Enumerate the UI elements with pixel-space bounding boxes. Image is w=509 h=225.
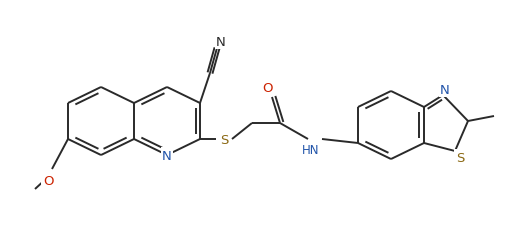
Text: HN: HN [302, 143, 320, 156]
Text: S: S [220, 133, 228, 146]
Text: N: N [216, 35, 226, 48]
Text: N: N [440, 83, 450, 96]
Text: O: O [263, 81, 273, 94]
Text: O: O [43, 175, 53, 188]
Text: S: S [456, 151, 464, 164]
Text: N: N [162, 149, 172, 162]
